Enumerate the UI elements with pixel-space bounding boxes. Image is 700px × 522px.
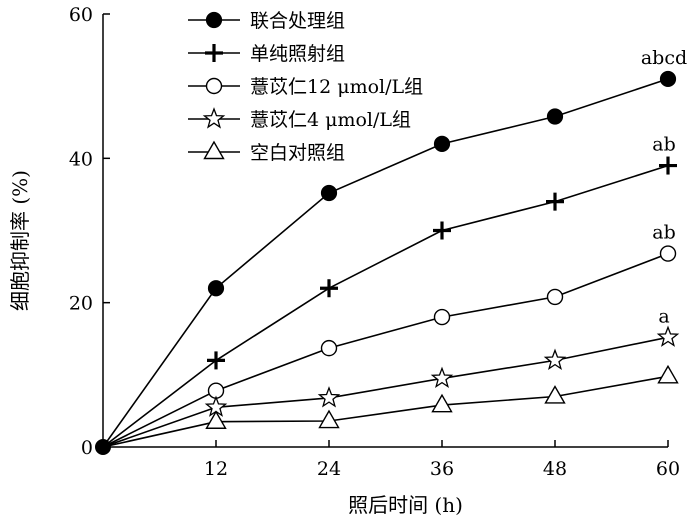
series-line xyxy=(102,78,669,448)
legend-item: 空白对照组 xyxy=(188,140,345,164)
legend-item: 薏苡仁4 μmol/L组 xyxy=(188,107,411,131)
marker-point xyxy=(433,135,451,152)
x-tick-label: 12 xyxy=(204,458,228,480)
marker-point xyxy=(546,192,564,211)
series-3: ab xyxy=(102,222,677,448)
y-tick-label: 0 xyxy=(81,437,93,459)
axes xyxy=(102,14,668,448)
marker-legend xyxy=(203,140,225,160)
legend-label: 薏苡仁12 μmol/L组 xyxy=(250,76,423,98)
series-layer: abcd ab ab a xyxy=(95,47,687,455)
marker-legend xyxy=(205,44,223,62)
x-axis-title: 照后时间 (h) xyxy=(348,493,463,517)
series-5 xyxy=(102,364,679,448)
x-tick-label: 48 xyxy=(543,458,567,480)
series-line xyxy=(102,164,669,448)
legend-label: 联合处理组 xyxy=(250,10,345,32)
x-tick-label: 60 xyxy=(656,458,680,480)
marker-point xyxy=(207,280,225,297)
y-tick-label: 20 xyxy=(69,293,93,315)
series-2: ab xyxy=(102,134,677,448)
marker-point xyxy=(659,70,677,88)
marker-point xyxy=(205,410,227,429)
series-1: abcd xyxy=(102,47,687,448)
marker-point xyxy=(433,221,451,240)
legend-label: 单纯照射组 xyxy=(250,43,345,65)
marker-legend xyxy=(205,77,223,95)
significance-label: a xyxy=(658,305,669,327)
marker-point xyxy=(431,393,453,413)
marker-legend xyxy=(205,11,223,29)
series-4: a xyxy=(102,305,680,448)
significance-label: ab xyxy=(652,222,676,244)
marker-point xyxy=(207,351,225,370)
marker-point xyxy=(546,108,564,125)
series-line xyxy=(102,252,669,448)
marker-point xyxy=(430,366,454,389)
marker-point xyxy=(433,308,451,326)
marker-point xyxy=(544,385,566,404)
x-ticks: 12 24 36 48 60 xyxy=(204,440,680,480)
marker-point xyxy=(657,364,679,384)
legend-item: 单纯照射组 xyxy=(188,43,345,65)
series-line xyxy=(102,375,669,448)
series-line xyxy=(102,336,669,448)
y-tick-label: 60 xyxy=(69,4,93,26)
y-axis-title: 细胞抑制率 (%) xyxy=(8,170,32,311)
origin-point xyxy=(95,439,111,455)
legend-item: 联合处理组 xyxy=(188,10,345,32)
marker-point xyxy=(656,325,680,347)
legend-label: 薏苡仁4 μmol/L组 xyxy=(250,109,411,131)
significance-label: ab xyxy=(652,134,676,156)
marker-point xyxy=(317,386,341,408)
marker-point xyxy=(320,184,338,202)
marker-point xyxy=(543,348,567,370)
marker-point xyxy=(318,409,340,429)
marker-point xyxy=(320,339,338,357)
marker-point xyxy=(659,245,677,262)
marker-point xyxy=(659,156,677,175)
significance-label: abcd xyxy=(641,47,687,69)
y-ticks: 0 20 40 60 xyxy=(69,4,110,459)
legend-label: 空白对照组 xyxy=(250,142,345,164)
marker-legend xyxy=(202,107,226,129)
legend-item: 薏苡仁12 μmol/L组 xyxy=(188,76,423,98)
x-tick-label: 36 xyxy=(430,458,454,480)
y-tick-label: 40 xyxy=(69,148,93,170)
marker-point xyxy=(320,279,338,298)
marker-point xyxy=(546,288,564,306)
x-tick-label: 24 xyxy=(317,458,341,480)
